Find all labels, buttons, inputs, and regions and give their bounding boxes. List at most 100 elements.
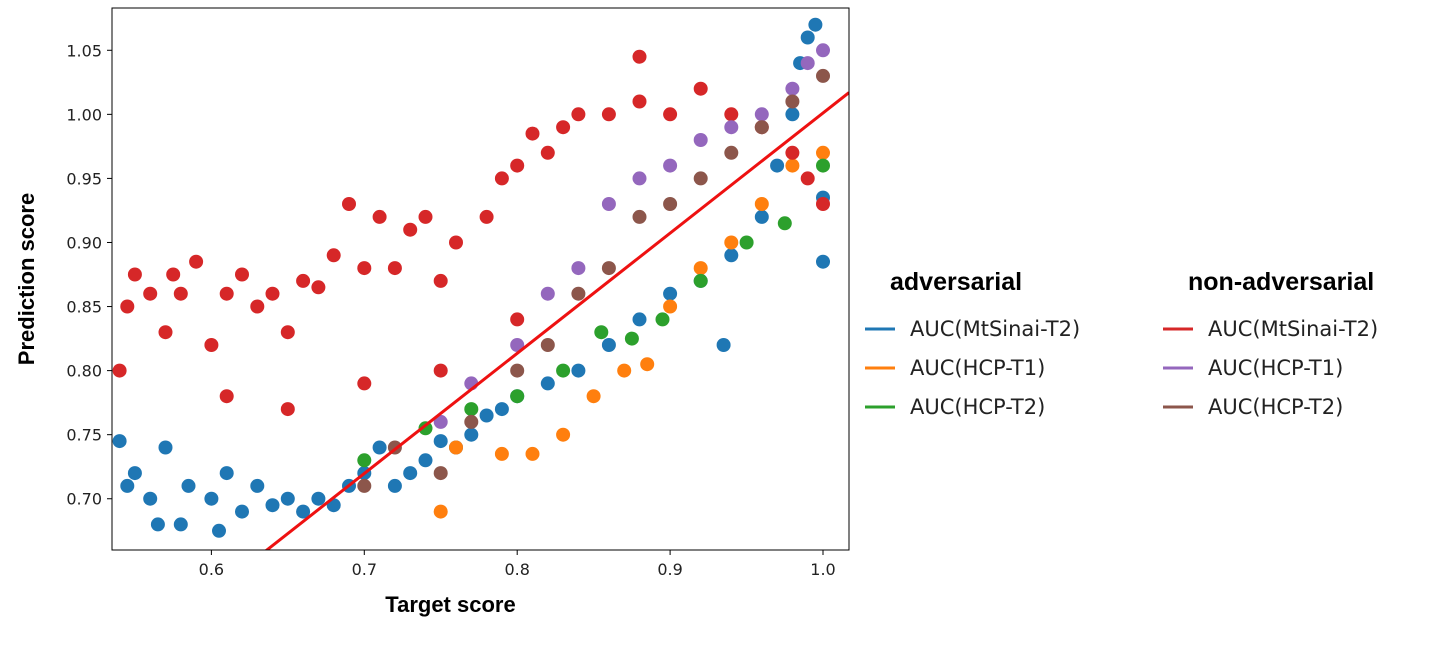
scatter-point: [112, 363, 127, 378]
scatter-point: [632, 171, 647, 186]
scatter-point: [617, 363, 632, 378]
scatter-point: [143, 286, 158, 301]
scatter-point: [800, 56, 815, 71]
scatter-point: [387, 261, 402, 276]
scatter-point: [601, 107, 616, 122]
scatter-point: [250, 299, 265, 314]
scatter-point: [372, 440, 387, 455]
scatter-point: [770, 158, 785, 173]
legend-entry-label: AUC(HCP-T2): [1208, 395, 1343, 419]
scatter-point: [173, 286, 188, 301]
scatter-point: [357, 376, 372, 391]
y-tick-label: 0.80: [66, 362, 102, 381]
scatter-point: [785, 158, 800, 173]
scatter-point: [418, 209, 433, 224]
plot-frame: [111, 7, 850, 551]
scatter-point: [127, 466, 142, 481]
y-axis-label: Prediction score: [14, 193, 39, 365]
scatter-point: [235, 267, 249, 282]
scatter-point: [663, 299, 678, 314]
y-tick-label: 0.75: [66, 426, 102, 445]
scatter-point: [280, 325, 295, 340]
scatter-point: [816, 43, 830, 58]
scatter-point: [464, 414, 479, 429]
scatter-point: [326, 248, 341, 263]
legend-entry-label: AUC(HCP-T2): [910, 395, 1045, 419]
scatter-point: [219, 389, 234, 404]
x-tick-label: 0.7: [352, 560, 377, 579]
scatter-point: [510, 363, 525, 378]
scatter-point: [663, 158, 678, 173]
scatter-point: [265, 498, 280, 513]
scatter-point: [693, 261, 708, 276]
y-tick-label: 0.70: [66, 490, 102, 509]
scatter-point: [449, 440, 463, 455]
scatter-point: [716, 338, 731, 352]
scatter-point: [724, 235, 739, 250]
scatter-point: [189, 254, 204, 269]
scatter-point: [693, 81, 708, 96]
scatter-point: [777, 216, 792, 231]
scatter-point: [601, 338, 616, 352]
scatter-point: [754, 209, 769, 224]
scatter-point: [494, 171, 509, 186]
scatter-point: [311, 491, 326, 506]
y-tick-label: 0.95: [66, 169, 102, 188]
scatter-point: [571, 107, 586, 122]
scatter-point: [219, 286, 234, 301]
scatter-point: [510, 158, 525, 173]
scatter-point: [280, 402, 295, 417]
scatter-point: [342, 197, 356, 211]
scatter-point: [510, 389, 525, 404]
scatter-point: [693, 273, 708, 288]
scatter-point: [204, 338, 219, 352]
scatter-point: [280, 491, 295, 506]
scatter-point: [235, 504, 249, 519]
legend-entry-label: AUC(HCP-T1): [910, 356, 1045, 380]
scatter-point: [601, 197, 616, 211]
scatter-point: [158, 325, 173, 340]
y-axis-ticks: 0.70 0.75 0.80 0.85 0.90 0.95 1.00 1.05: [66, 41, 112, 509]
scatter-point: [586, 389, 601, 404]
scatter-point: [724, 248, 739, 263]
scatter-point: [166, 267, 181, 282]
scatter-point: [479, 209, 494, 224]
scatter-point: [785, 145, 800, 160]
scatter-point: [724, 145, 739, 160]
scatter-point: [219, 466, 234, 481]
legend-entry-label: AUC(HCP-T1): [1208, 356, 1343, 380]
scatter-point: [494, 402, 509, 417]
scatter-point: [640, 357, 655, 372]
scatter-point: [143, 491, 158, 506]
scatter-point: [816, 254, 830, 269]
scatter-point: [663, 286, 678, 301]
scatter-point: [173, 517, 188, 532]
scatter-point: [556, 363, 571, 378]
scatter-point: [800, 171, 815, 186]
scatter-point: [601, 261, 616, 276]
x-axis-label: Target score: [385, 592, 515, 617]
scatter-point: [510, 338, 525, 352]
scatter-point: [540, 286, 555, 301]
scatter-point: [754, 197, 769, 211]
x-tick-label: 0.6: [199, 560, 224, 579]
scatter-point: [433, 434, 448, 449]
y-tick-label: 0.85: [66, 298, 102, 317]
scatter-point: [540, 376, 555, 391]
scatter-point: [403, 222, 418, 237]
scatter-point: [449, 235, 463, 250]
scatter-point: [624, 331, 639, 346]
legend-heading: adversarial: [890, 268, 1022, 296]
x-tick-label: 0.9: [657, 560, 682, 579]
scatter-point: [357, 478, 372, 493]
scatter-point: [433, 466, 448, 481]
scatter-point: [464, 402, 479, 417]
scatter-point: [250, 478, 265, 493]
scatter-point: [556, 120, 571, 135]
scatter-point: [357, 261, 372, 276]
scatter-point: [479, 408, 494, 423]
scatter-point: [418, 453, 433, 468]
legend-entry-label: AUC(MtSinai-T2): [910, 317, 1080, 341]
scatter-point: [296, 504, 311, 519]
